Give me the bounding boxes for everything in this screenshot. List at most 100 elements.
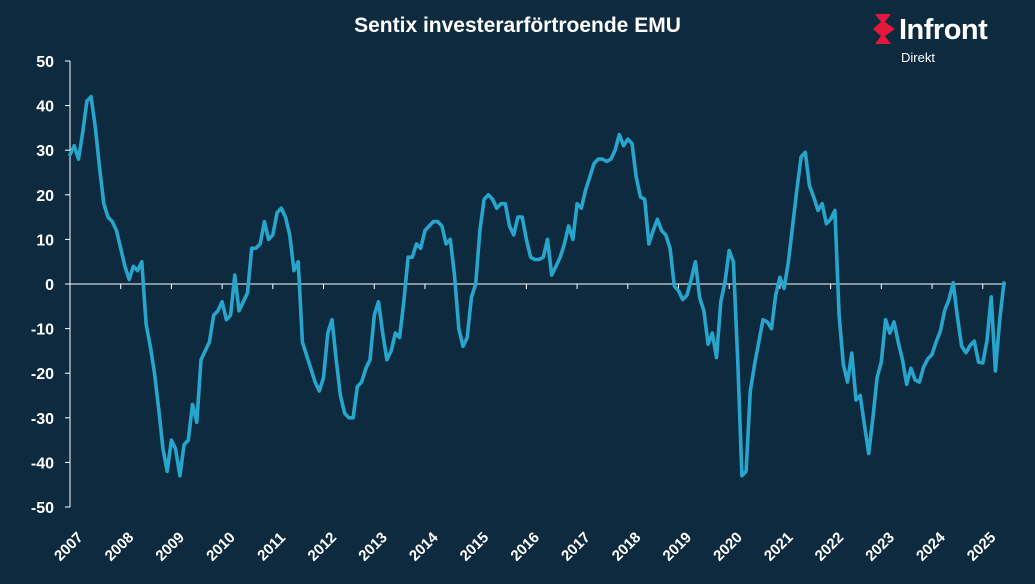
data-point (288, 234, 291, 236)
data-point (343, 412, 346, 415)
data-point (643, 198, 646, 201)
data-point (107, 216, 109, 218)
data-point (162, 448, 164, 450)
data-point (660, 229, 663, 232)
data-point (627, 138, 629, 140)
data-point (825, 223, 828, 225)
data-point (973, 340, 976, 342)
x-tick-label: 2008 (102, 529, 138, 565)
data-point (863, 423, 866, 426)
data-point (221, 301, 223, 303)
data-point (851, 352, 853, 354)
y-axis: 50 40 30 20 10 0 -10 -20 -30 -40 -50 (31, 54, 71, 517)
data-point (576, 202, 578, 205)
data-point (483, 198, 485, 201)
y-tick-label: 50 (36, 54, 54, 71)
data-point (846, 381, 849, 383)
data-point (910, 367, 912, 370)
data-point (817, 209, 819, 212)
data-point (436, 220, 439, 223)
data-point (352, 417, 354, 419)
data-point (521, 216, 523, 218)
data-point (808, 185, 811, 187)
data-point (487, 194, 490, 196)
data-point (749, 390, 752, 392)
x-tick-label: 2014 (406, 529, 442, 565)
data-point (365, 367, 367, 370)
x-tick-label: 2011 (254, 529, 289, 564)
data-point (563, 243, 566, 245)
data-point (356, 385, 359, 388)
data-point (496, 207, 498, 209)
x-tick-label: 2012 (305, 529, 341, 565)
data-point (69, 153, 71, 156)
data-point (458, 327, 460, 330)
data-point (990, 296, 992, 298)
y-tick-label: 30 (36, 143, 54, 160)
data-point (889, 332, 891, 334)
y-tick-label: 40 (36, 99, 54, 116)
data-point (542, 256, 545, 259)
y-tick-label: -30 (31, 411, 54, 428)
data-point (377, 301, 380, 303)
data-point (335, 359, 338, 361)
data-point (462, 345, 464, 348)
y-tick-label: -10 (31, 322, 54, 339)
data-point (1003, 282, 1005, 284)
data-point (559, 256, 561, 259)
x-tick-label: 2025 (964, 529, 1000, 565)
data-point (715, 356, 718, 359)
data-point (373, 314, 376, 317)
data-point (153, 372, 156, 375)
data-point (491, 198, 494, 201)
data-point (103, 202, 105, 205)
data-point (466, 336, 469, 339)
data-point (322, 376, 325, 379)
data-point (272, 234, 274, 236)
data-point (90, 95, 92, 98)
data-point (204, 350, 206, 352)
data-point (745, 470, 747, 473)
data-point (669, 247, 671, 250)
data-point (284, 216, 287, 218)
data-point (174, 448, 177, 450)
data-point (550, 274, 553, 276)
data-point (517, 216, 519, 218)
data-point (998, 319, 1001, 321)
data-point (538, 258, 540, 261)
data-point (567, 225, 570, 227)
data-point (939, 330, 942, 332)
data-point (601, 158, 604, 160)
data-point (73, 144, 75, 147)
data-point (804, 151, 807, 154)
data-point (897, 341, 899, 343)
data-point (982, 362, 984, 364)
data-point (943, 309, 946, 312)
data-point (124, 265, 126, 268)
data-point (914, 379, 916, 381)
data-point (572, 238, 574, 241)
data-point (94, 127, 97, 129)
data-point (149, 345, 152, 348)
data-point (965, 351, 967, 354)
data-point (187, 439, 190, 441)
data-point (259, 243, 262, 245)
data-point (893, 321, 895, 323)
data-point (250, 247, 253, 250)
data-point (546, 238, 549, 241)
data-point (774, 294, 777, 296)
data-point (136, 269, 139, 272)
data-point (884, 318, 887, 321)
data-point (534, 258, 536, 261)
data-point (386, 359, 388, 361)
data-point (141, 260, 143, 263)
data-point (111, 220, 114, 223)
data-point (314, 381, 316, 383)
x-tick-label: 2024 (913, 529, 949, 565)
data-point (639, 196, 642, 198)
data-point (800, 156, 802, 158)
data-point (605, 160, 608, 163)
data-point (428, 225, 431, 227)
data-point (770, 327, 773, 330)
